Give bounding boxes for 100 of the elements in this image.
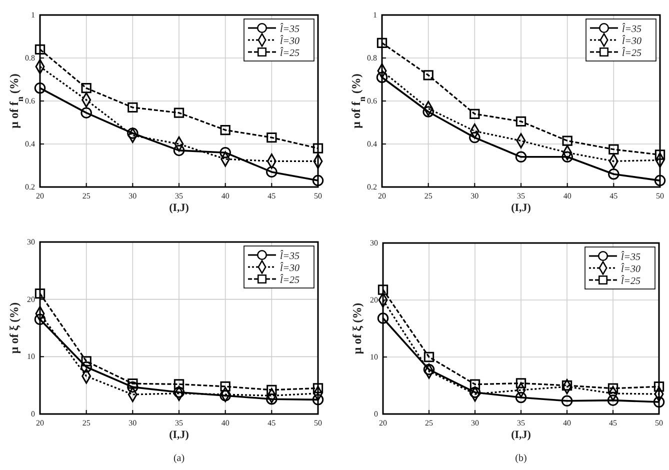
x-tick-label: 25 (82, 418, 90, 428)
y-tick-label: 20 (27, 294, 35, 304)
x-tick-label: 25 (82, 192, 90, 201)
x-tick-label: 35 (517, 418, 525, 428)
point (376, 72, 388, 83)
x-tick-label: 45 (609, 418, 617, 428)
y-tick-label: 30 (27, 238, 35, 247)
point (128, 102, 138, 113)
point (81, 356, 92, 366)
legend-label: l̂=35 (279, 250, 300, 262)
point (562, 151, 573, 163)
point (34, 82, 46, 94)
legend-label: l̂=35 (620, 250, 641, 263)
y-tick-label: 0.6 (25, 96, 35, 106)
legend-label: l̂=25 (620, 274, 641, 287)
text: (a) (173, 453, 185, 464)
point (654, 174, 666, 186)
legend-label: l̂=25 (621, 46, 642, 59)
point (174, 379, 184, 390)
point (81, 83, 92, 94)
point (80, 107, 92, 118)
point (266, 384, 277, 395)
point (220, 124, 230, 136)
point (220, 146, 231, 158)
legend-label: l̂=30 (620, 262, 641, 275)
text: (b) (515, 453, 527, 464)
x-tick-label: 40 (563, 418, 571, 428)
point (515, 151, 527, 163)
y-tick-label: 0 (31, 410, 35, 419)
point (470, 108, 480, 119)
point (469, 132, 480, 144)
y-tick-label: 0.8 (25, 54, 35, 63)
point (266, 132, 277, 143)
y-tick-label: 0.2 (367, 182, 377, 192)
x-tick-label: 25 (424, 192, 432, 201)
point (127, 128, 138, 139)
legend-label: l̂=30 (279, 34, 300, 47)
y-tick-label: 30 (370, 238, 378, 248)
x-tick-label: 25 (425, 418, 433, 428)
point (654, 382, 664, 392)
y-tick-label: 0 (374, 410, 378, 419)
x-axis-title: (I,J) (511, 429, 532, 441)
point (653, 396, 665, 408)
x-axis-title: (I,J) (511, 202, 532, 214)
point (469, 386, 481, 398)
point (470, 379, 480, 390)
point (377, 312, 389, 324)
x-tick-label: 50 (314, 418, 322, 428)
x-tick-label: 50 (655, 418, 663, 428)
y-tick-label: 20 (370, 296, 378, 305)
y-tick-label: 0.4 (367, 140, 377, 149)
x-tick-label: 35 (175, 192, 183, 201)
point (173, 386, 185, 398)
point (423, 70, 434, 80)
legend-label: l̂=25 (279, 46, 300, 59)
point (378, 284, 388, 295)
point (376, 38, 388, 48)
point (561, 395, 573, 407)
legend-label: l̂=30 (279, 262, 300, 274)
point (312, 394, 324, 406)
point (423, 364, 435, 376)
x-tick-label: 40 (563, 192, 572, 201)
point (173, 144, 185, 156)
y-tick-label: 0.4 (25, 140, 35, 149)
x-tick-label: 30 (128, 418, 137, 428)
y-axis-title: μ of ξ (%) (350, 302, 364, 354)
y-tick-label: 1 (31, 10, 35, 20)
x-tick-label: 40 (221, 418, 230, 428)
point (607, 394, 619, 406)
point (127, 381, 138, 393)
x-tick-label: 35 (175, 418, 183, 428)
x-tick-label: 20 (379, 418, 387, 428)
y-axis-title: μ of ξ (%) (7, 302, 21, 354)
y-tick-label: 0.6 (367, 96, 377, 106)
legend-label: l̂=30 (621, 34, 642, 47)
point (34, 44, 46, 54)
x-tick-label: 50 (314, 192, 322, 201)
point (220, 381, 230, 392)
point (422, 106, 434, 118)
point (608, 383, 618, 394)
legend-label: l̂=35 (621, 22, 642, 35)
y-tick-label: 0.2 (25, 182, 35, 192)
point (128, 378, 138, 389)
x-tick-label: 45 (268, 418, 276, 428)
point (266, 166, 278, 178)
x-tick-label: 45 (610, 192, 618, 201)
x-tick-label: 30 (471, 418, 479, 428)
point (515, 392, 527, 404)
x-tick-label: 35 (517, 192, 525, 201)
x-tick-label: 40 (221, 192, 230, 201)
point (516, 116, 526, 127)
legend-label: l̂=35 (279, 22, 300, 35)
point (562, 380, 572, 391)
x-tick-label: 30 (128, 192, 137, 201)
point (608, 144, 619, 154)
x-tick-label: 45 (268, 192, 276, 201)
x-tick-label: 50 (656, 192, 664, 201)
legend-label: l̂=25 (279, 274, 300, 286)
y-tick-label: 10 (370, 352, 378, 362)
point (312, 383, 324, 394)
